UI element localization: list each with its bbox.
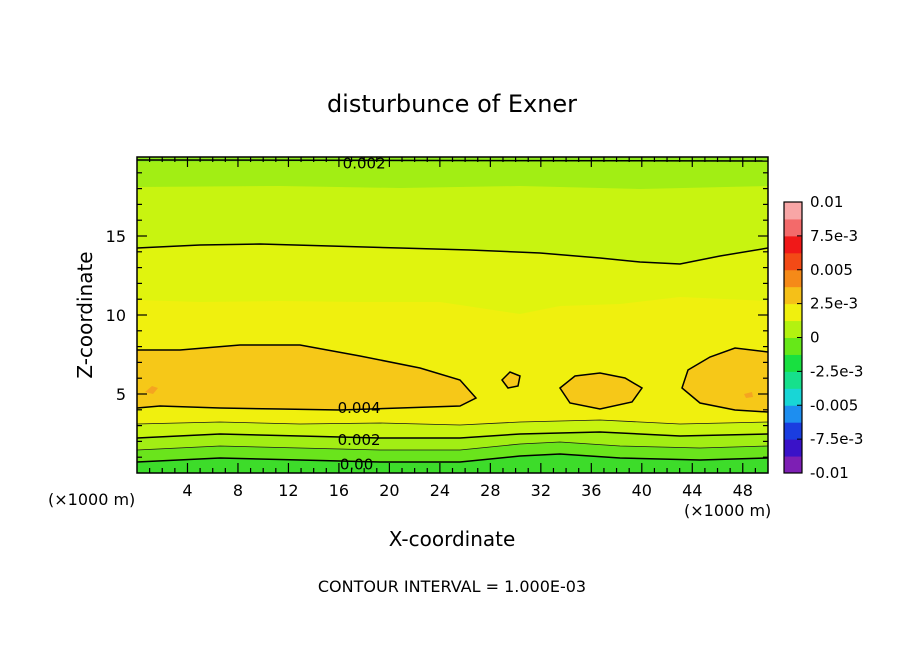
contour-label: 0.004 <box>338 399 381 417</box>
colorbar-label: -7.5e-3 <box>810 430 863 448</box>
contour-labels: 0.002 0.004 0.002 0.00 <box>338 154 386 473</box>
colorbar-swatch <box>784 218 802 237</box>
colorbar-swatch <box>784 320 802 338</box>
x-tick-label: 48 <box>733 481 753 500</box>
x-tick-label: 20 <box>379 481 399 500</box>
chart-title: disturbunce of Exner <box>327 90 577 118</box>
x-unit-left: (×1000 m) <box>48 490 135 509</box>
y-axis: 5 10 15 <box>106 172 768 458</box>
x-tick-label: 44 <box>682 481 702 500</box>
x-tick-label: 28 <box>480 481 500 500</box>
colorbar-swatch <box>784 337 802 355</box>
contour-label: 0.002 <box>343 154 386 172</box>
colorbar-label: 0.01 <box>810 193 843 211</box>
contour-label: 0.00 <box>340 455 373 473</box>
contour-interval-note: CONTOUR INTERVAL = 1.000E-03 <box>318 577 586 596</box>
colorbar-label: 0.005 <box>810 261 853 279</box>
colorbar-swatch <box>784 405 802 423</box>
colorbar-label: 7.5e-3 <box>810 227 858 245</box>
colorbar-swatch <box>784 235 802 254</box>
colorbar-swatch <box>784 286 802 305</box>
colorbar-swatch <box>784 354 802 372</box>
x-tick-label: 12 <box>278 481 298 500</box>
colorbar-swatch <box>784 269 802 288</box>
y-tick-label: 10 <box>106 306 126 325</box>
contour-lines <box>137 159 768 463</box>
colorbar-label: -0.005 <box>810 396 858 414</box>
y-axis-label: Z-coordinate <box>73 251 97 378</box>
y-tick-label: 5 <box>116 385 126 404</box>
x-axis: 4 8 12 16 20 24 28 32 36 40 44 48 <box>149 157 756 500</box>
colorbar-label: 2.5e-3 <box>810 295 858 313</box>
x-tick-label: 40 <box>632 481 652 500</box>
x-unit-right: (×1000 m) <box>684 501 771 520</box>
colorbar-swatch <box>784 202 802 220</box>
colorbar-swatch <box>784 456 802 474</box>
colorbar-swatch <box>784 252 802 271</box>
x-tick-label: 32 <box>531 481 551 500</box>
contour-label: 0.002 <box>338 431 381 449</box>
colorbar-label: -2.5e-3 <box>810 362 863 380</box>
contour-fill <box>137 157 768 473</box>
colorbar-label: 0 <box>810 329 820 347</box>
x-tick-label: 16 <box>329 481 349 500</box>
colorbar-swatch <box>784 303 802 322</box>
colorbar-swatch <box>784 371 802 389</box>
colorbar-label: -0.01 <box>810 464 849 482</box>
colorbar-swatch <box>784 388 802 406</box>
x-axis-label: X-coordinate <box>389 527 516 551</box>
y-tick-label: 15 <box>106 227 126 246</box>
x-tick-label: 8 <box>233 481 243 500</box>
colorbar: 0.01 7.5e-3 0.005 2.5e-3 0 -2.5e-3 -0.005 -7.5e… <box>783 193 863 482</box>
x-tick-label: 36 <box>581 481 601 500</box>
x-tick-label: 4 <box>182 481 192 500</box>
colorbar-swatch <box>784 422 802 440</box>
contour-lines-thin <box>137 419 768 451</box>
x-tick-label: 24 <box>430 481 450 500</box>
colorbar-swatch <box>784 439 802 457</box>
